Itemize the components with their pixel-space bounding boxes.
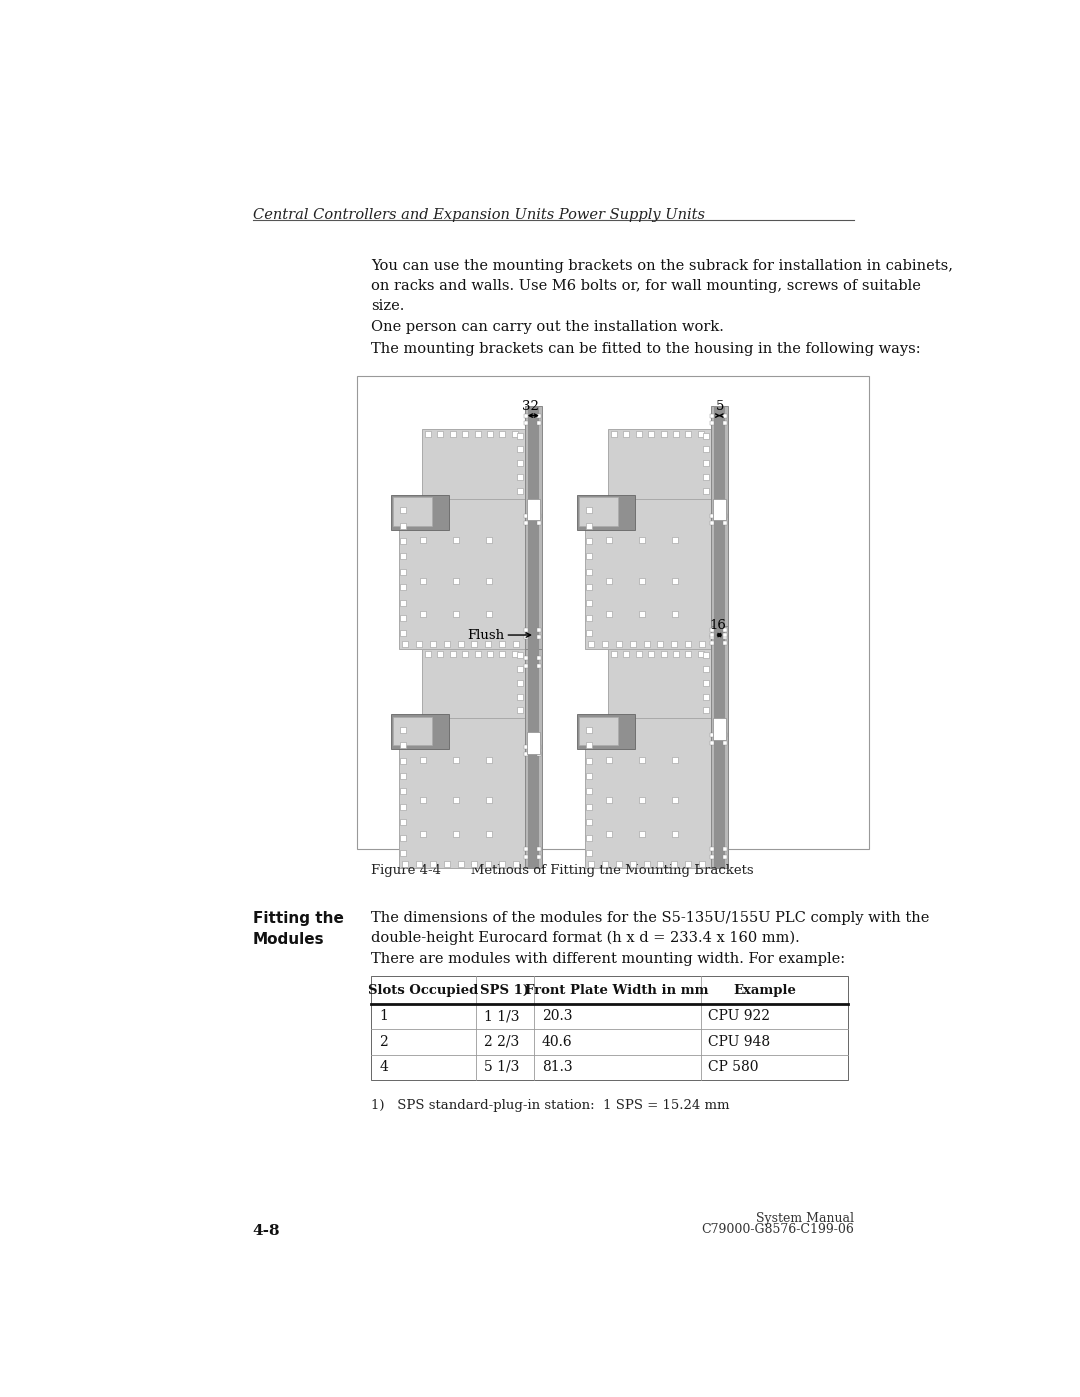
Bar	[399, 499, 525, 648]
Text: CP 580: CP 580	[708, 1060, 759, 1074]
Bar	[525, 648, 542, 869]
Text: One person can carry out the installation work.: One person can carry out the installatio…	[372, 320, 725, 334]
Bar	[391, 714, 449, 749]
Bar	[422, 429, 525, 499]
Bar	[357, 376, 869, 849]
Bar	[711, 626, 728, 869]
Bar	[584, 499, 711, 648]
Text: Fitting the
Modules: Fitting the Modules	[253, 911, 343, 947]
Text: 40.6: 40.6	[542, 1035, 572, 1049]
Text: CPU 922: CPU 922	[708, 1009, 770, 1023]
Bar	[711, 407, 728, 648]
Bar	[608, 429, 711, 499]
Bar	[577, 714, 635, 749]
Text: 5: 5	[716, 400, 725, 412]
Bar	[372, 977, 848, 1080]
Bar	[528, 648, 539, 869]
Bar	[525, 407, 542, 648]
Text: 2 2/3: 2 2/3	[484, 1035, 519, 1049]
Text: 4-8: 4-8	[253, 1224, 281, 1238]
Text: The mounting brackets can be fitted to the housing in the following ways:: The mounting brackets can be fitted to t…	[372, 342, 921, 356]
Text: 16: 16	[710, 619, 726, 631]
Text: 4: 4	[379, 1060, 388, 1074]
Text: 1: 1	[379, 1009, 388, 1023]
Text: 2: 2	[379, 1035, 388, 1049]
Bar	[584, 718, 711, 869]
Bar	[579, 717, 618, 745]
Bar	[713, 499, 726, 520]
Text: Example: Example	[733, 983, 796, 996]
Bar	[714, 407, 725, 648]
Text: You can use the mounting brackets on the subrack for installation in cabinets,
o: You can use the mounting brackets on the…	[372, 258, 954, 313]
Bar	[393, 497, 432, 525]
Bar	[527, 732, 540, 754]
Bar	[399, 718, 525, 869]
Text: The dimensions of the modules for the S5-135U/155U PLC comply with the
double-he: The dimensions of the modules for the S5…	[372, 911, 930, 946]
Text: CPU 948: CPU 948	[708, 1035, 771, 1049]
Text: 20.3: 20.3	[542, 1009, 572, 1023]
Text: 32: 32	[522, 400, 539, 412]
Bar	[393, 717, 432, 745]
Text: System Manual: System Manual	[756, 1211, 854, 1225]
Text: 1)   SPS standard-plug-in station:  1 SPS = 15.24 mm: 1) SPS standard-plug-in station: 1 SPS =…	[372, 1098, 730, 1112]
Bar	[391, 495, 449, 529]
Text: 1 1/3: 1 1/3	[484, 1009, 519, 1023]
Bar	[528, 407, 539, 648]
Text: 81.3: 81.3	[542, 1060, 572, 1074]
Text: Slots Occupied: Slots Occupied	[368, 983, 478, 996]
Text: SPS 1): SPS 1)	[481, 983, 529, 996]
Text: Figure 4-4       Methods of Fitting the Mounting Brackets: Figure 4-4 Methods of Fitting the Mounti…	[372, 865, 754, 877]
Text: 5 1/3: 5 1/3	[484, 1060, 519, 1074]
Bar	[579, 497, 618, 525]
Bar	[577, 495, 635, 529]
Bar	[527, 499, 540, 520]
Text: C79000-G8576-C199-06: C79000-G8576-C199-06	[701, 1222, 854, 1235]
Bar	[714, 626, 725, 869]
Text: There are modules with different mounting width. For example:: There are modules with different mountin…	[372, 953, 846, 967]
Text: Front Plate Width in mm: Front Plate Width in mm	[525, 983, 708, 996]
Bar	[608, 648, 711, 718]
Text: Central Controllers and Expansion Units Power Supply Units: Central Controllers and Expansion Units …	[253, 208, 705, 222]
Bar	[713, 718, 726, 739]
Bar	[422, 648, 525, 718]
Text: Flush: Flush	[467, 629, 504, 641]
